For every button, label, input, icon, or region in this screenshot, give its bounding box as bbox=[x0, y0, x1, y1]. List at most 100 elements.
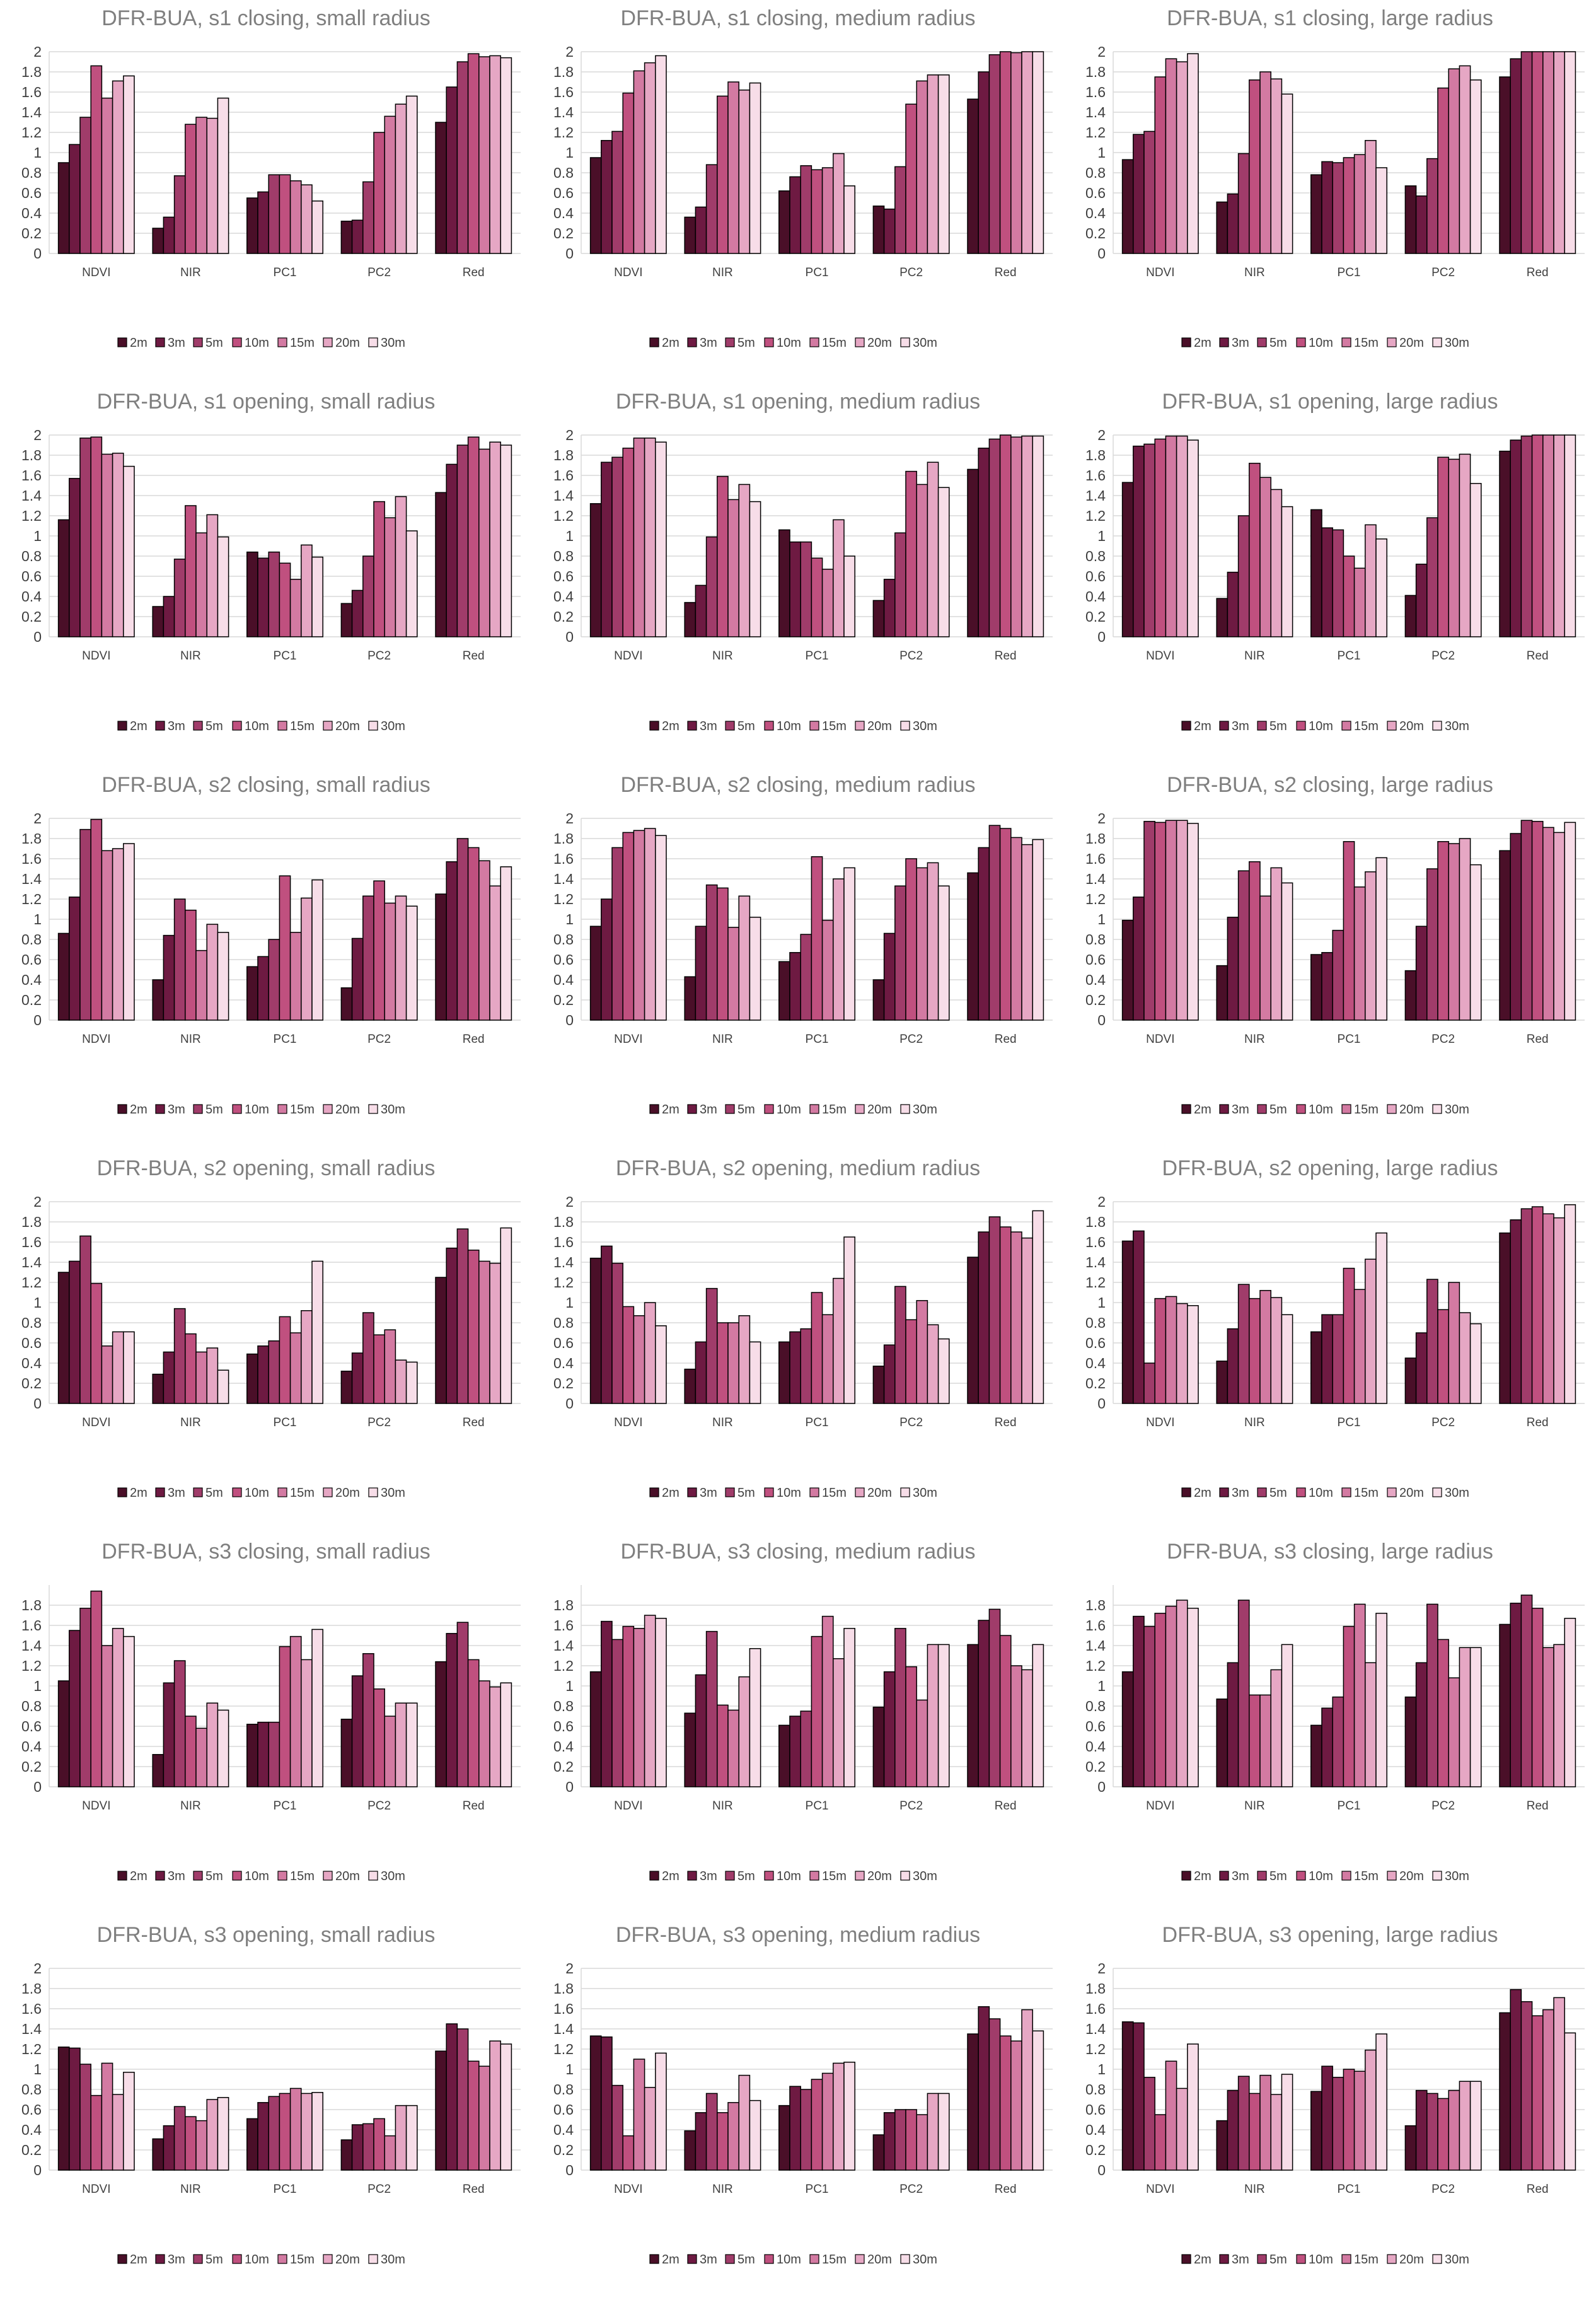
bar-30m-NDVI bbox=[1187, 1305, 1199, 1404]
chart-panel: DFR-BUA, s1 closing, medium radius 0 0.2 0.… bbox=[532, 0, 1064, 383]
bar-15m-PC1 bbox=[821, 1314, 834, 1404]
y-tick-label: 0.2 bbox=[553, 992, 574, 1008]
bar-10m-Red bbox=[999, 2035, 1012, 2171]
legend-swatch bbox=[1296, 721, 1306, 731]
y-tick-label: 0.8 bbox=[21, 165, 42, 181]
x-tick-label: NDVI bbox=[1146, 649, 1174, 663]
y-tick-label: 1.2 bbox=[21, 1658, 42, 1674]
legend-label: 2m bbox=[662, 2253, 679, 2267]
legend-label: 30m bbox=[913, 719, 937, 733]
y-tick-label: 2 bbox=[1097, 44, 1106, 60]
bar-15m-Red bbox=[1542, 434, 1554, 637]
bar-15m-Red bbox=[478, 2065, 490, 2171]
x-tick-label: Red bbox=[995, 266, 1017, 279]
bar-chart: DFR-BUA, s2 closing, small radius 0 0.2 0.4… bbox=[21, 773, 521, 1117]
legend-swatch bbox=[1257, 1104, 1267, 1114]
x-tick-label: Red bbox=[463, 1416, 485, 1429]
bar-5m-PC2 bbox=[362, 2123, 374, 2171]
bar-15m-PC1 bbox=[289, 579, 302, 637]
y-tick-label: 1 bbox=[33, 911, 42, 927]
bar-2m-NDVI bbox=[1121, 1240, 1134, 1404]
y-tick-label: 1.8 bbox=[1085, 447, 1106, 463]
y-tick-label: 0 bbox=[565, 1779, 574, 1795]
bar-5m-PC2 bbox=[362, 1312, 374, 1404]
legend-swatch bbox=[855, 721, 865, 731]
bar-5m-Red bbox=[1520, 1208, 1533, 1404]
y-tick-label: 0.6 bbox=[1085, 185, 1106, 201]
bar-3m-PC2 bbox=[883, 2112, 896, 2171]
chart-title: DFR-BUA, s3 closing, medium radius bbox=[620, 1540, 975, 1564]
x-tick-label: PC1 bbox=[274, 2183, 297, 2196]
bar-15m-PC2 bbox=[1448, 843, 1460, 1021]
y-tick-label: 0 bbox=[1097, 1779, 1106, 1795]
bar-3m-Red bbox=[1510, 58, 1522, 254]
legend-label: 5m bbox=[1269, 2253, 1287, 2267]
bar-5m-PC1 bbox=[1332, 529, 1344, 637]
bar-30m-PC1 bbox=[1375, 2033, 1387, 2171]
bar-15m-Red bbox=[478, 1680, 490, 1787]
bar-5m-NIR bbox=[1237, 153, 1250, 254]
legend-swatch bbox=[323, 2254, 333, 2264]
x-tick-label: Red bbox=[1527, 266, 1549, 279]
bar-5m-PC1 bbox=[1332, 2077, 1344, 2171]
bar-chart: DFR-BUA, s2 closing, large radius 0 0.2 0.4… bbox=[1085, 773, 1585, 1117]
bar-30m-PC1 bbox=[311, 1629, 323, 1787]
bar-3m-NDVI bbox=[601, 140, 613, 254]
x-tick-label: NIR bbox=[1244, 2183, 1265, 2196]
legend-label: 10m bbox=[1309, 2253, 1333, 2267]
bar-5m-PC1 bbox=[800, 541, 812, 637]
bar-20m-NIR bbox=[1270, 2094, 1283, 2171]
x-tick-label: PC1 bbox=[1338, 1033, 1361, 1046]
legend-label: 5m bbox=[737, 2253, 755, 2267]
bar-20m-PC1 bbox=[301, 544, 313, 637]
bar-20m-PC1 bbox=[1365, 1258, 1377, 1404]
bar-3m-NIR bbox=[695, 2112, 707, 2171]
x-tick-label: NDVI bbox=[82, 1033, 110, 1046]
bar-5m-PC1 bbox=[800, 1710, 812, 1787]
bar-3m-Red bbox=[1510, 833, 1522, 1021]
legend-label: 2m bbox=[1194, 1869, 1211, 1883]
bar-20m-PC1 bbox=[833, 1277, 845, 1404]
bar-20m-Red bbox=[489, 1686, 501, 1787]
bar-3m-NIR bbox=[163, 596, 175, 637]
legend-label: 30m bbox=[1445, 1103, 1469, 1117]
bar-15m-NIR bbox=[727, 1709, 739, 1787]
y-tick-label: 1.4 bbox=[21, 104, 42, 120]
bar-10m-NIR bbox=[1249, 1694, 1261, 1787]
bar-30m-NIR bbox=[749, 1648, 761, 1787]
bar-20m-NDVI bbox=[644, 438, 656, 637]
bar-15m-Red bbox=[478, 56, 490, 254]
bar-3m-NDVI bbox=[1133, 1615, 1145, 1787]
y-tick-label: 1.8 bbox=[21, 64, 42, 80]
chart-title: DFR-BUA, s2 opening, large radius bbox=[1162, 1156, 1498, 1180]
bar-30m-PC1 bbox=[311, 879, 323, 1021]
y-tick-label: 1.2 bbox=[1085, 1658, 1106, 1674]
bar-3m-PC2 bbox=[883, 1671, 896, 1787]
legend-label: 20m bbox=[1399, 1486, 1424, 1500]
bar-5m-NIR bbox=[173, 2106, 186, 2171]
bar-15m-Red bbox=[1542, 827, 1554, 1021]
bar-10m-NDVI bbox=[1154, 2114, 1167, 2171]
legend-swatch bbox=[1219, 337, 1229, 347]
chart-title: DFR-BUA, s2 closing, medium radius bbox=[620, 773, 975, 797]
y-tick-label: 1.6 bbox=[553, 84, 574, 100]
chart-panel: DFR-BUA, s3 closing, medium radius 0 0.2 0.… bbox=[532, 1533, 1064, 1917]
bar-3m-PC2 bbox=[1415, 1332, 1428, 1404]
legend-label: 30m bbox=[913, 2253, 937, 2267]
bar-20m-Red bbox=[489, 441, 501, 637]
bar-10m-NDVI bbox=[1154, 76, 1167, 254]
x-tick-label: PC1 bbox=[806, 266, 829, 279]
x-tick-label: PC1 bbox=[1338, 1416, 1361, 1429]
bar-10m-PC1 bbox=[279, 1646, 291, 1787]
bar-15m-NDVI bbox=[633, 438, 645, 637]
legend-label: 10m bbox=[777, 2253, 801, 2267]
bar-5m-PC2 bbox=[894, 885, 906, 1021]
x-tick-label: PC1 bbox=[806, 1033, 829, 1046]
bar-5m-PC2 bbox=[894, 166, 906, 254]
y-tick-label: 1.4 bbox=[553, 1254, 574, 1270]
y-tick-label: 0.8 bbox=[21, 2081, 42, 2098]
x-tick-label: Red bbox=[463, 1033, 485, 1046]
legend-swatch bbox=[855, 337, 865, 347]
legend-swatch bbox=[232, 2254, 242, 2264]
bar-10m-Red bbox=[467, 1659, 480, 1787]
